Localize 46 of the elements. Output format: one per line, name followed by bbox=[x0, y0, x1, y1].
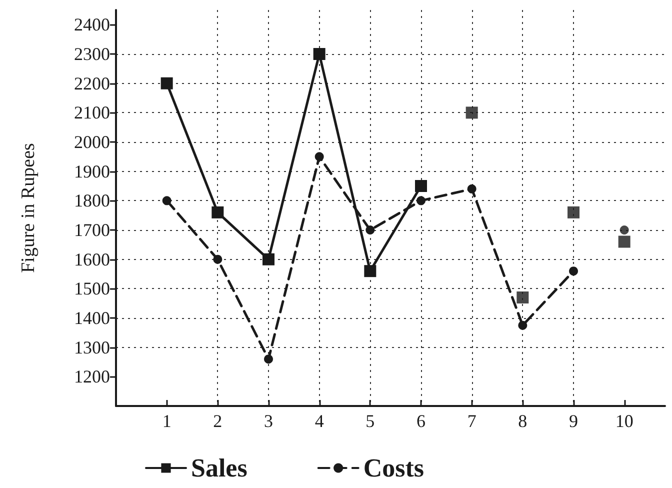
point bbox=[518, 320, 528, 330]
y-tick-label: 1300 bbox=[74, 337, 110, 358]
y-tick-label: 1800 bbox=[74, 190, 110, 211]
y-tick-label: 2200 bbox=[74, 73, 110, 94]
x-tick-label: 2 bbox=[213, 411, 222, 431]
legend-label: Sales bbox=[191, 454, 248, 482]
point bbox=[466, 106, 478, 119]
point bbox=[262, 253, 274, 266]
point bbox=[264, 354, 273, 364]
point bbox=[160, 77, 173, 90]
x-tick-label: 9 bbox=[569, 411, 578, 431]
x-tick-label: 4 bbox=[314, 411, 324, 431]
point bbox=[212, 206, 224, 218]
y-axis-title: Figure in Rupees bbox=[18, 143, 39, 273]
point bbox=[568, 206, 580, 218]
point bbox=[516, 291, 529, 304]
y-tick-label: 1400 bbox=[74, 308, 110, 328]
point bbox=[162, 196, 172, 206]
point bbox=[620, 226, 629, 234]
point bbox=[364, 265, 376, 278]
x-tick-label: 10 bbox=[615, 411, 634, 431]
y-tick-label: 2400 bbox=[74, 14, 110, 35]
point bbox=[213, 254, 222, 264]
point bbox=[314, 152, 324, 162]
x-tick-label: 1 bbox=[162, 411, 172, 431]
y-tick-label: 1500 bbox=[74, 278, 110, 299]
x-tick-label: 5 bbox=[366, 411, 375, 431]
point bbox=[416, 196, 426, 206]
point bbox=[313, 48, 326, 60]
y-tick-label: 1900 bbox=[74, 161, 110, 182]
y-tick-label: 1600 bbox=[74, 249, 110, 270]
legend-label: Costs bbox=[363, 454, 424, 482]
point bbox=[467, 184, 476, 194]
point bbox=[569, 266, 578, 276]
y-tick-label: 2300 bbox=[74, 44, 110, 64]
y-tick-label: 2000 bbox=[74, 132, 110, 152]
point bbox=[366, 226, 375, 234]
y-tick-label: 1700 bbox=[74, 220, 110, 240]
point bbox=[415, 180, 427, 192]
y-tick-label: 2100 bbox=[74, 102, 110, 123]
x-tick-label: 3 bbox=[264, 411, 273, 431]
point bbox=[618, 236, 630, 248]
x-tick-label: 6 bbox=[416, 411, 426, 431]
y-tick-label: 1200 bbox=[74, 366, 110, 387]
x-tick-label: 8 bbox=[518, 411, 528, 431]
x-tick-label: 7 bbox=[467, 411, 476, 431]
